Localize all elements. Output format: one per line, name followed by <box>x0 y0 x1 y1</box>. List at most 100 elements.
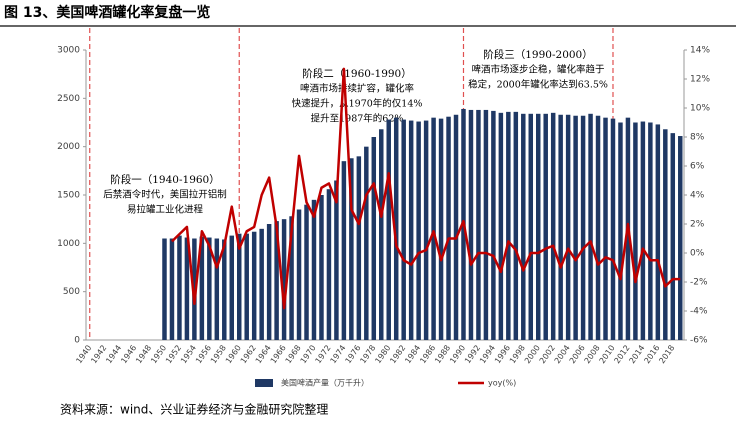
annotation-line: 阶段一（1940-1960） <box>110 173 220 186</box>
bar <box>326 189 332 340</box>
x-tick-label: 2018 <box>657 343 676 365</box>
bar <box>550 112 556 340</box>
title: 图 13、美国啤酒罐化率复盘一览 <box>4 4 210 21</box>
bar <box>633 122 638 340</box>
y-tick-label: 1500 <box>57 191 80 201</box>
annotation-line: 啤酒市场逐步企稳，罐化率趋于 <box>471 64 604 76</box>
bar <box>379 129 384 340</box>
bar <box>393 117 399 341</box>
bar <box>416 121 421 341</box>
y2-tick-label: 6% <box>690 162 705 172</box>
y-tick-label: 0 <box>74 336 80 346</box>
bar <box>311 199 317 340</box>
legend-label: 美国啤酒产量（万千升） <box>281 378 369 388</box>
bar <box>266 224 272 340</box>
bar <box>408 120 414 340</box>
bar <box>565 114 571 341</box>
bar <box>498 112 504 340</box>
bar <box>588 113 593 340</box>
bar <box>618 122 623 340</box>
bar <box>349 158 354 340</box>
y2-tick-label: 2% <box>690 220 705 230</box>
bar <box>356 156 362 340</box>
bar <box>476 109 481 340</box>
bar <box>648 122 653 340</box>
bar <box>506 111 511 340</box>
bar <box>401 119 406 340</box>
annotation: 阶段二（1960-1990） 啤酒市场持续扩容，罐化率快速提升，从1970年的仅1… <box>292 67 423 125</box>
bar <box>274 221 279 340</box>
bar <box>678 136 683 340</box>
bar <box>214 238 220 340</box>
bar <box>207 237 212 340</box>
bar <box>296 209 302 340</box>
bar <box>670 133 676 340</box>
bar <box>535 113 541 340</box>
bar <box>491 110 496 341</box>
y2-tick-label: 8% <box>690 133 705 143</box>
y-tick-label: 1000 <box>57 239 80 249</box>
annotation-line: 快速提升，从1970年的仅14% <box>292 98 423 110</box>
y2-tick-label: 14% <box>690 46 710 56</box>
bar <box>521 113 526 340</box>
annotation-line: 稳定，2000年罐化率达到63.5% <box>468 79 608 91</box>
bar <box>610 118 616 340</box>
bar <box>169 238 175 340</box>
bar <box>289 216 294 340</box>
bar <box>192 238 197 340</box>
annotation-line: 啤酒市场持续扩容，罐化率 <box>300 83 415 95</box>
bar <box>663 129 668 340</box>
y2-tick-label: 0% <box>690 249 705 259</box>
bar <box>251 231 257 340</box>
bar <box>528 113 534 340</box>
bar <box>222 239 227 340</box>
annotation-line: 后禁酒令时代，美国拉开铝制 <box>103 189 227 201</box>
bar <box>580 115 586 340</box>
bar <box>595 115 601 340</box>
y2-tick-label: 4% <box>690 191 705 201</box>
bar <box>304 204 309 340</box>
bar <box>334 180 339 340</box>
legend-swatch <box>255 379 273 387</box>
bar <box>655 124 661 340</box>
bar <box>281 219 287 340</box>
bar <box>244 233 249 340</box>
annotation-line: 易拉罐工业化进程 <box>127 204 204 216</box>
bar <box>431 117 436 341</box>
annotation-line: 提升至1987年的62% <box>311 113 404 125</box>
bar <box>371 137 377 340</box>
bar <box>199 236 205 340</box>
bar <box>513 111 519 340</box>
y2-tick-label: -4% <box>690 307 708 317</box>
bar <box>483 109 489 340</box>
y2-tick-label: -6% <box>690 336 708 346</box>
bar <box>446 116 451 340</box>
legend-label: yoy(%) <box>488 379 516 388</box>
y-tick-label: 2000 <box>57 142 80 152</box>
bar <box>423 120 429 340</box>
bar <box>453 114 459 341</box>
bar <box>341 161 347 340</box>
bar <box>468 109 474 340</box>
bar <box>558 114 563 341</box>
bar <box>573 115 578 340</box>
annotation: 阶段三（1990-2000） 啤酒市场逐步企稳，罐化率趋于稳定，2000年罐化率达… <box>468 48 608 91</box>
bar <box>236 233 242 340</box>
bar <box>438 118 444 340</box>
bar <box>184 237 190 340</box>
bar <box>640 121 646 341</box>
bar <box>386 119 391 340</box>
source: 资料来源：wind、兴业证券经济与金融研究院整理 <box>60 402 328 417</box>
bar <box>229 235 235 340</box>
bar <box>364 146 369 340</box>
bar <box>603 117 608 341</box>
bar <box>162 238 167 340</box>
y-tick-label: 500 <box>63 287 80 297</box>
y-tick-label: 3000 <box>57 46 80 56</box>
annotation-line: 阶段三（1990-2000） <box>483 48 593 61</box>
y2-tick-label: 12% <box>690 75 710 85</box>
y-tick-label: 2500 <box>57 94 80 104</box>
line <box>171 67 681 310</box>
